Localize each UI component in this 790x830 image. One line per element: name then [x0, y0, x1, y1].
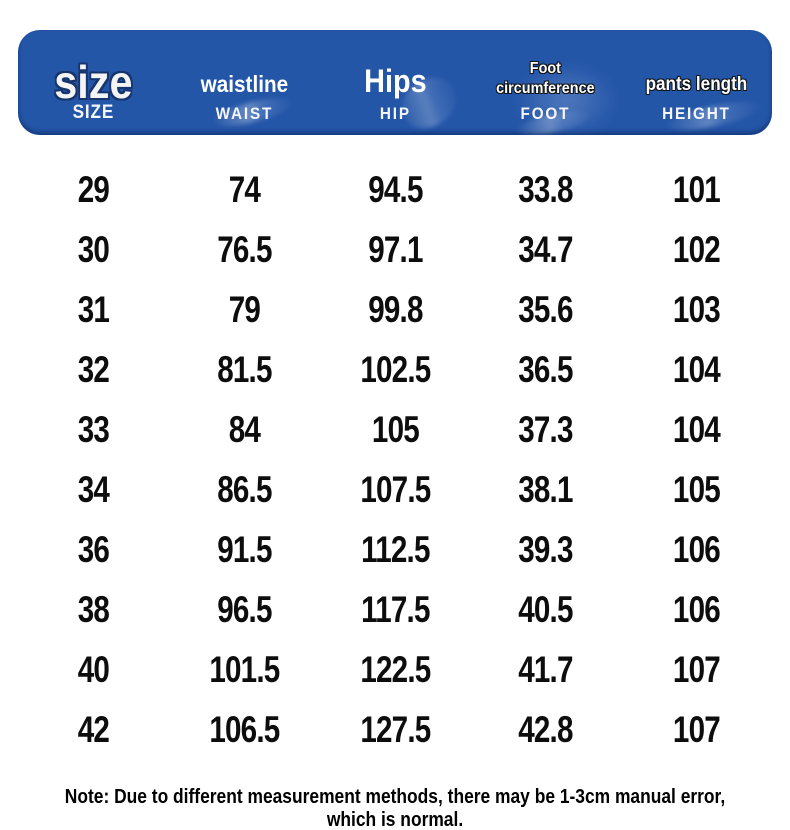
header-main-label: pants length: [645, 74, 748, 96]
table-cell: 106: [673, 529, 721, 570]
table-cell: 35.6: [518, 289, 574, 330]
table-cell: 34: [77, 469, 110, 510]
header-main-label: waistline: [200, 70, 288, 97]
table-cell: 34.7: [518, 229, 574, 270]
header-sub-label: HEIGHT: [662, 104, 731, 123]
header-sub-label: FOOT: [520, 104, 571, 123]
table-cell: 102.5: [359, 349, 431, 390]
table-cell: 112.5: [360, 529, 430, 570]
table-cell: 32: [77, 349, 110, 390]
table-cell: 105: [371, 409, 419, 450]
table-cell: 74: [228, 169, 261, 210]
header-main-label: size: [54, 55, 133, 108]
table-cell: 40.5: [518, 589, 574, 630]
table-cell: 33.8: [518, 169, 574, 210]
table-cell: 91.5: [216, 529, 272, 570]
table-row: 31 79 99.8 35.6 103: [18, 280, 772, 340]
table-row: 36 91.5 112.5 39.3 106: [18, 520, 772, 580]
table-cell: 41.7: [518, 649, 574, 690]
table-cell: 81.5: [216, 349, 272, 390]
table-cell: 84: [228, 409, 261, 450]
table-cell: 39.3: [518, 529, 574, 570]
table-cell: 107: [673, 649, 721, 690]
table-row: 42 106.5 127.5 42.8 107: [18, 700, 772, 760]
size-chart-header: size SIZE waistline WAIST Hips HIP Foot …: [18, 30, 772, 135]
table-cell: 79: [228, 289, 261, 330]
table-cell: 97.1: [367, 229, 423, 270]
table-cell: 76.5: [216, 229, 272, 270]
table-cell: 36: [77, 529, 110, 570]
table-cell: 99.8: [367, 289, 423, 330]
size-table-body: 29 74 94.5 33.8 101 30 76.5 97.1 34.7 10…: [18, 160, 772, 760]
table-row: 32 81.5 102.5 36.5 104: [18, 340, 772, 400]
table-cell: 107: [673, 709, 721, 750]
table-cell: 127.5: [359, 709, 431, 750]
table-cell: 103: [673, 289, 721, 330]
header-col-size: size SIZE: [26, 30, 162, 135]
header-main-label: Hips: [363, 63, 427, 100]
table-cell: 94.5: [367, 169, 423, 210]
header-sub-label: WAIST: [215, 104, 273, 123]
table-row: 29 74 94.5 33.8 101: [18, 160, 772, 220]
header-col-height: pants length HEIGHT: [629, 30, 765, 135]
table-cell: 30: [77, 229, 110, 270]
table-row: 33 84 105 37.3 104: [18, 400, 772, 460]
table-cell: 40: [77, 649, 110, 690]
measurement-note: Note: Due to different measurement metho…: [64, 786, 726, 830]
table-cell: 42: [77, 709, 110, 750]
table-cell: 101: [673, 169, 721, 210]
table-cell: 33: [77, 409, 110, 450]
table-cell: 36.5: [518, 349, 574, 390]
table-cell: 101.5: [209, 649, 280, 690]
table-cell: 104: [673, 349, 721, 390]
table-row: 38 96.5 117.5 40.5 106: [18, 580, 772, 640]
header-sub-label: HIP: [379, 104, 411, 123]
table-row: 34 86.5 107.5 38.1 105: [18, 460, 772, 520]
table-cell: 102: [673, 229, 721, 270]
table-cell: 29: [77, 169, 110, 210]
table-cell: 86.5: [216, 469, 272, 510]
table-cell: 96.5: [216, 589, 272, 630]
table-cell: 37.3: [518, 409, 574, 450]
table-cell: 31: [77, 289, 110, 330]
table-cell: 106.5: [209, 709, 280, 750]
table-row: 40 101.5 122.5 41.7 107: [18, 640, 772, 700]
header-main-label: Foot circumference: [496, 60, 596, 97]
table-cell: 117.5: [360, 589, 430, 630]
table-cell: 106: [673, 589, 721, 630]
table-cell: 105: [673, 469, 721, 510]
header-col-waist: waistline WAIST: [176, 30, 312, 135]
header-col-hip: Hips HIP: [327, 30, 463, 135]
table-cell: 107.5: [359, 469, 431, 510]
header-sub-label: SIZE: [72, 102, 115, 123]
table-cell: 42.8: [518, 709, 574, 750]
header-col-foot: Foot circumference FOOT: [478, 30, 614, 135]
table-cell: 104: [673, 409, 721, 450]
table-cell: 38.1: [518, 469, 574, 510]
table-row: 30 76.5 97.1 34.7 102: [18, 220, 772, 280]
table-cell: 122.5: [359, 649, 431, 690]
table-cell: 38: [77, 589, 110, 630]
